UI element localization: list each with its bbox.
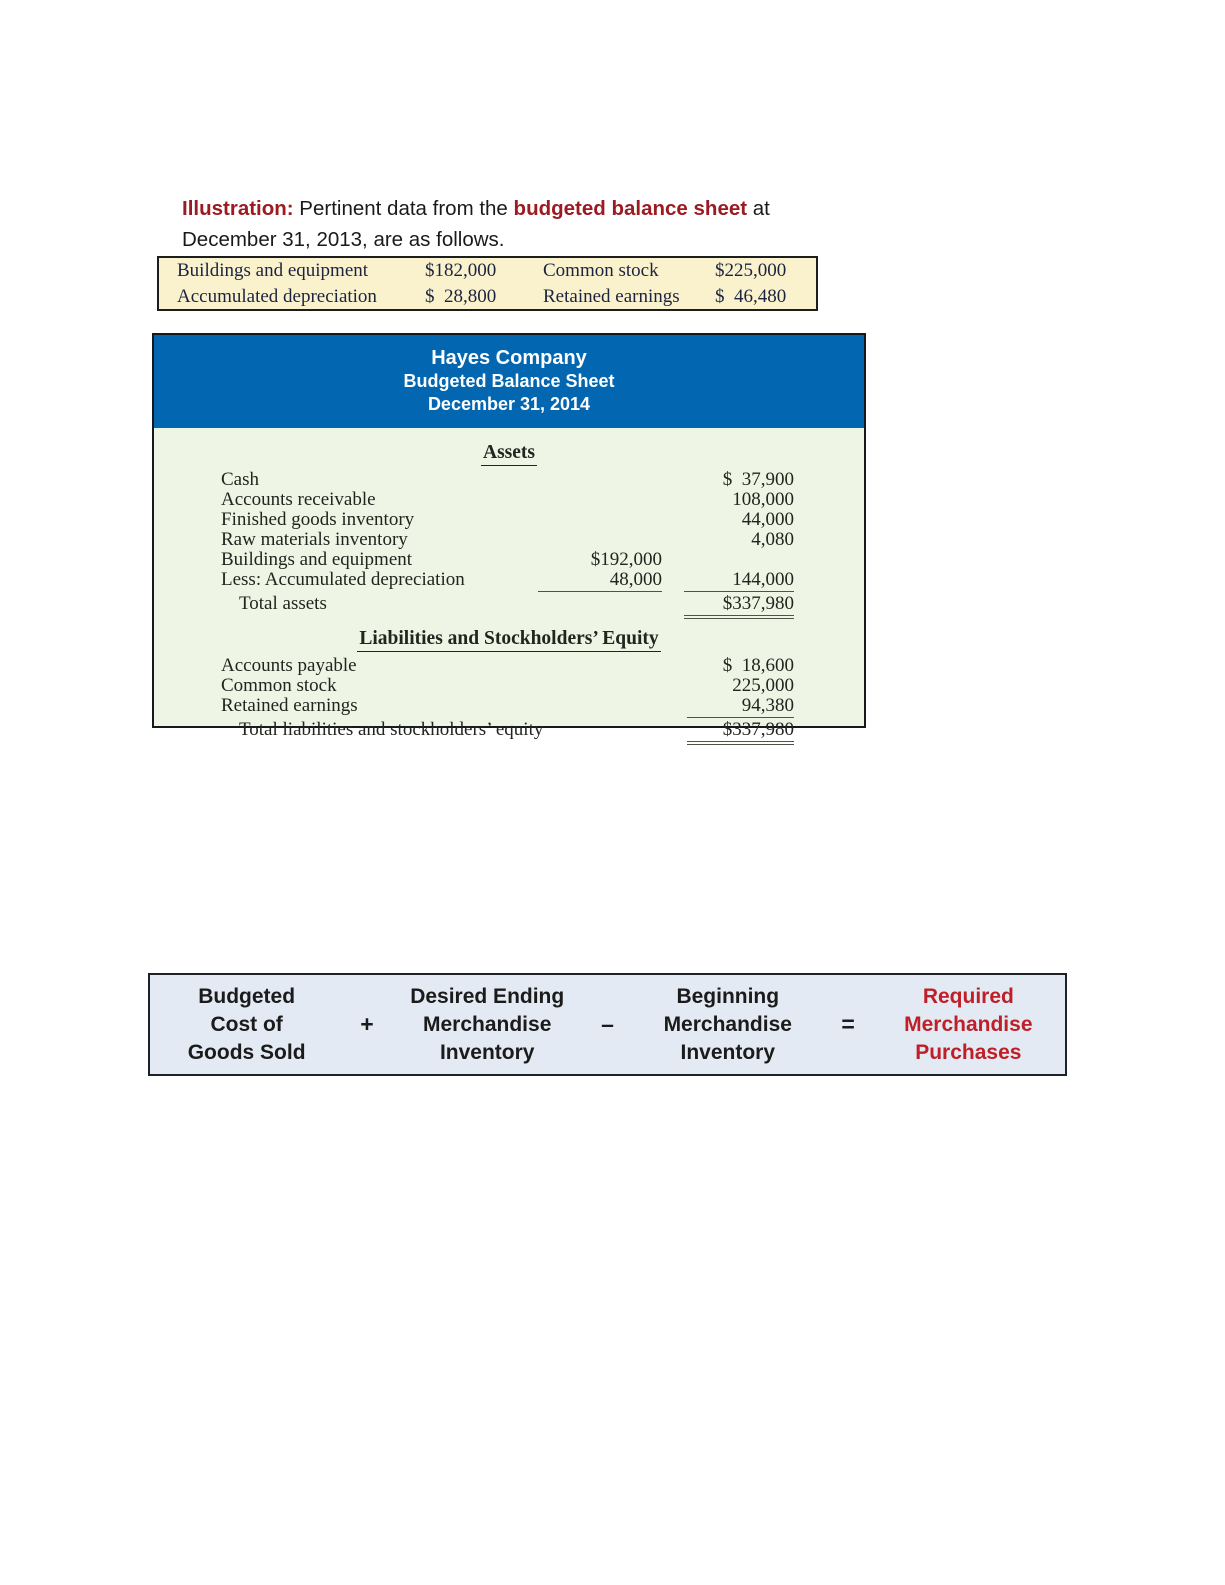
assets-mid-buildings: $192,000 <box>590 549 662 570</box>
assets-amount-finished-goods: 44,000 <box>741 509 794 530</box>
liab-amount-accounts-payable: $ 18,600 <box>722 655 794 676</box>
assets-label-cash: Cash <box>221 469 259 490</box>
assets-amount-accounts-receivable: 108,000 <box>732 489 794 510</box>
liabilities-section-heading: Liabilities and Stockholders’ Equity <box>154 628 864 652</box>
liab-amount-common-stock: 225,000 <box>732 675 794 696</box>
table-row: Cash $ 37,900 <box>154 470 864 490</box>
illustration-emphasis-text: budgeted balance sheet <box>513 196 748 220</box>
table-row: Raw materials inventory 4,080 <box>154 530 864 550</box>
illustration-intro-paragraph: Illustration: Pertinent data from the bu… <box>182 193 822 255</box>
assets-amount-cash: $ 37,900 <box>722 469 794 490</box>
liab-mid-common-stock <box>543 676 679 696</box>
formula-term-desired-ending-inventory: Desired Ending Merchandise Inventory <box>410 984 565 1064</box>
liabilities-heading-label: Liabilities and Stockholders’ Equity <box>357 628 661 652</box>
assets-table: Cash $ 37,900 Accounts receivable 108,00… <box>154 470 864 619</box>
table-row: Accounts payable $ 18,600 <box>154 656 864 676</box>
assets-label-total-assets: Total assets <box>239 593 327 614</box>
balance-sheet-body: Assets Cash $ 37,900 Accounts receivable… <box>154 442 864 745</box>
liab-label-retained-earnings: Retained earnings <box>221 695 358 716</box>
pertinent-label-buildings: Buildings and equipment <box>177 260 369 282</box>
pertinent-value-common-stock: $225,000 <box>715 260 787 282</box>
assets-mid-finished-goods <box>530 510 676 530</box>
table-row: Retained earnings 94,380 <box>154 695 864 718</box>
assets-section-heading: Assets <box>154 442 864 466</box>
assets-amount-buildings <box>676 550 864 570</box>
assets-label-finished-goods: Finished goods inventory <box>221 509 415 530</box>
table-row: Less: Accumulated depreciation 48,000 14… <box>154 569 864 592</box>
statement-title: Budgeted Balance Sheet <box>403 371 615 391</box>
assets-label-accounts-receivable: Accounts receivable <box>221 489 376 510</box>
liab-label-total-liabilities-equity: Total liabilities and stockholders’ equi… <box>239 719 544 740</box>
assets-mid-cash <box>530 470 676 490</box>
liab-mid-retained-earnings <box>543 696 679 716</box>
assets-label-raw-materials: Raw materials inventory <box>221 529 408 550</box>
merchandise-purchases-formula-box: Budgeted Cost of Goods Sold + Desired En… <box>148 973 1067 1076</box>
liab-mid-accounts-payable <box>543 656 679 676</box>
pertinent-value-buildings: $182,000 <box>425 260 497 282</box>
illustration-text-before: Pertinent data from the <box>293 196 514 220</box>
assets-mid-raw-materials <box>530 530 676 550</box>
pertinent-data-table: Buildings and equipment $182,000 Common … <box>159 258 816 309</box>
formula-term-beginning-inventory: Beginning Merchandise Inventory <box>663 984 792 1064</box>
table-row: Accounts receivable 108,000 <box>154 490 864 510</box>
assets-amount-raw-materials: 4,080 <box>751 529 794 550</box>
liabilities-table: Accounts payable $ 18,600 Common stock 2… <box>154 656 864 745</box>
balance-sheet-header: Hayes Company Budgeted Balance Sheet Dec… <box>154 335 864 428</box>
formula-operator-plus: + <box>360 1011 374 1037</box>
assets-mid-less-accum-depreciation: 48,000 <box>530 570 676 592</box>
pertinent-label-accum-depreciation: Accumulated depreciation <box>177 285 377 307</box>
assets-mid-total-assets <box>530 594 676 614</box>
table-row: Common stock 225,000 <box>154 676 864 696</box>
formula-term-required-merchandise-purchases: Required Merchandise Purchases <box>904 984 1033 1064</box>
table-row: Total assets $337,980 <box>154 593 864 619</box>
table-row: Accumulated depreciation $ 28,800 Retain… <box>159 284 816 310</box>
formula-operator-minus: – <box>601 1011 614 1037</box>
liab-amount-total-liabilities-equity: $337,980 <box>679 720 864 745</box>
illustration-lead-label: Illustration: <box>182 196 294 220</box>
table-row: Buildings and equipment $192,000 <box>154 550 864 570</box>
illustration-text-after: at December 31, 2013, are as follows. <box>182 196 770 251</box>
table-row: Total liabilities and stockholders’ equi… <box>154 719 864 745</box>
assets-amount-net-buildings: 144,000 <box>676 570 864 592</box>
liab-mid-total <box>543 720 679 740</box>
liab-amount-retained-earnings: 94,380 <box>679 696 864 718</box>
formula-operator-equals: = <box>841 1011 855 1037</box>
company-name: Hayes Company <box>431 347 587 369</box>
assets-amount-total-assets: $337,980 <box>676 594 864 619</box>
table-row: Finished goods inventory 44,000 <box>154 510 864 530</box>
assets-label-buildings: Buildings and equipment <box>221 549 413 570</box>
assets-mid-accounts-receivable <box>530 490 676 510</box>
pertinent-value-accum-depreciation: $ 28,800 <box>425 285 497 307</box>
pertinent-value-retained-earnings: $ 46,480 <box>715 285 787 307</box>
liab-label-accounts-payable: Accounts payable <box>221 655 357 676</box>
table-row: Buildings and equipment $182,000 Common … <box>159 258 816 284</box>
pertinent-label-retained-earnings: Retained earnings <box>543 285 680 307</box>
liab-label-common-stock: Common stock <box>221 675 337 696</box>
pertinent-label-common-stock: Common stock <box>543 260 659 282</box>
budgeted-balance-sheet-card: Hayes Company Budgeted Balance Sheet Dec… <box>152 333 866 745</box>
statement-date: December 31, 2014 <box>427 394 591 414</box>
pertinent-data-box: Buildings and equipment $182,000 Common … <box>157 256 818 311</box>
formula-row: Budgeted Cost of Goods Sold + Desired En… <box>150 983 1065 1067</box>
assets-heading-label: Assets <box>481 442 537 466</box>
assets-label-less-accum-depreciation: Less: Accumulated depreciation <box>221 569 465 590</box>
formula-term-budgeted-cogs: Budgeted Cost of Goods Sold <box>187 984 306 1064</box>
